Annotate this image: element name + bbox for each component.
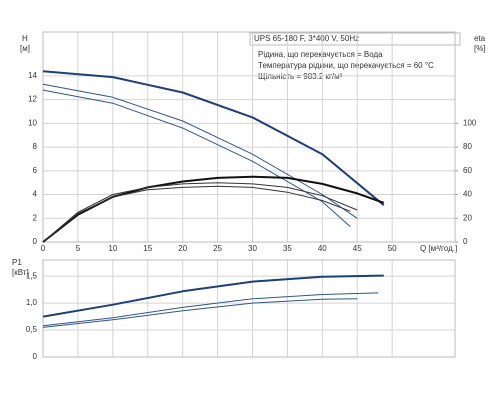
y-tick-label: 0	[33, 352, 38, 361]
y2-tick-label: 80	[463, 142, 472, 151]
y2-axis-label: eta	[474, 34, 486, 43]
y-tick-label: 6	[33, 166, 38, 175]
plot-frame	[42, 31, 456, 243]
x-tick-label: 0	[41, 244, 46, 253]
y-tick-label: 14	[28, 71, 37, 80]
y-axis-unit: [кВт]	[12, 268, 29, 277]
x-tick-label: 35	[283, 244, 292, 253]
y2-tick-label: 60	[463, 166, 472, 175]
x-tick-label: 45	[353, 244, 362, 253]
y2-tick-label: 20	[463, 213, 472, 222]
y-tick-label: 8	[33, 142, 38, 151]
y-tick-label: 12	[28, 95, 37, 104]
y2-tick-label: 40	[463, 190, 472, 199]
x-tick-label: 15	[143, 244, 152, 253]
y-axis-label: H	[22, 34, 28, 43]
y-tick-label: 10	[28, 118, 37, 127]
curve	[42, 182, 358, 243]
curve	[42, 89, 351, 227]
x-tick-label: 20	[178, 244, 187, 253]
y2-axis-unit: [%]	[474, 44, 486, 53]
curve	[42, 292, 379, 327]
annotation: Рідина, що перекачується = Вода	[258, 50, 383, 59]
annotation: Щільність = 983.2 кг/м³	[258, 72, 343, 81]
subtitle: UPS 65-180 F, 3*400 V, 50Hz	[254, 34, 359, 43]
y-axis-unit: [м]	[20, 44, 30, 53]
x-axis-label: Q [м³/год.]	[420, 244, 457, 253]
x-tick-label: 5	[76, 244, 81, 253]
x-tick-label: 50	[388, 244, 397, 253]
y-tick-label: 1,5	[26, 271, 38, 280]
x-tick-label: 30	[248, 244, 257, 253]
y-axis-label: P1	[12, 258, 22, 267]
annotation: Температура рідини, що перекачується = 6…	[258, 61, 434, 70]
plot-frame	[42, 259, 456, 358]
y-tick-label: 4	[33, 190, 38, 199]
y-tick-label: 1,0	[26, 298, 38, 307]
x-tick-label: 10	[108, 244, 117, 253]
subtitle-box	[249, 32, 461, 46]
y-tick-label: 0,5	[26, 325, 38, 334]
curve	[42, 274, 384, 318]
curve	[42, 83, 358, 219]
curve	[42, 70, 385, 206]
y-tick-label: 2	[33, 213, 38, 222]
y2-tick-label: 100	[463, 118, 477, 127]
y2-tick-label: 0	[463, 237, 468, 246]
y-tick-label: 0	[33, 237, 38, 246]
x-tick-label: 40	[318, 244, 327, 253]
x-tick-label: 25	[213, 244, 222, 253]
curve	[42, 298, 358, 328]
curve	[42, 185, 351, 243]
